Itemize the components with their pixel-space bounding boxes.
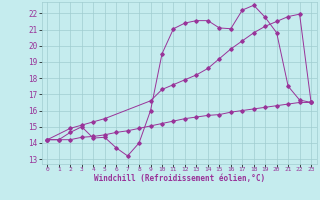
X-axis label: Windchill (Refroidissement éolien,°C): Windchill (Refroidissement éolien,°C) [94, 174, 265, 183]
